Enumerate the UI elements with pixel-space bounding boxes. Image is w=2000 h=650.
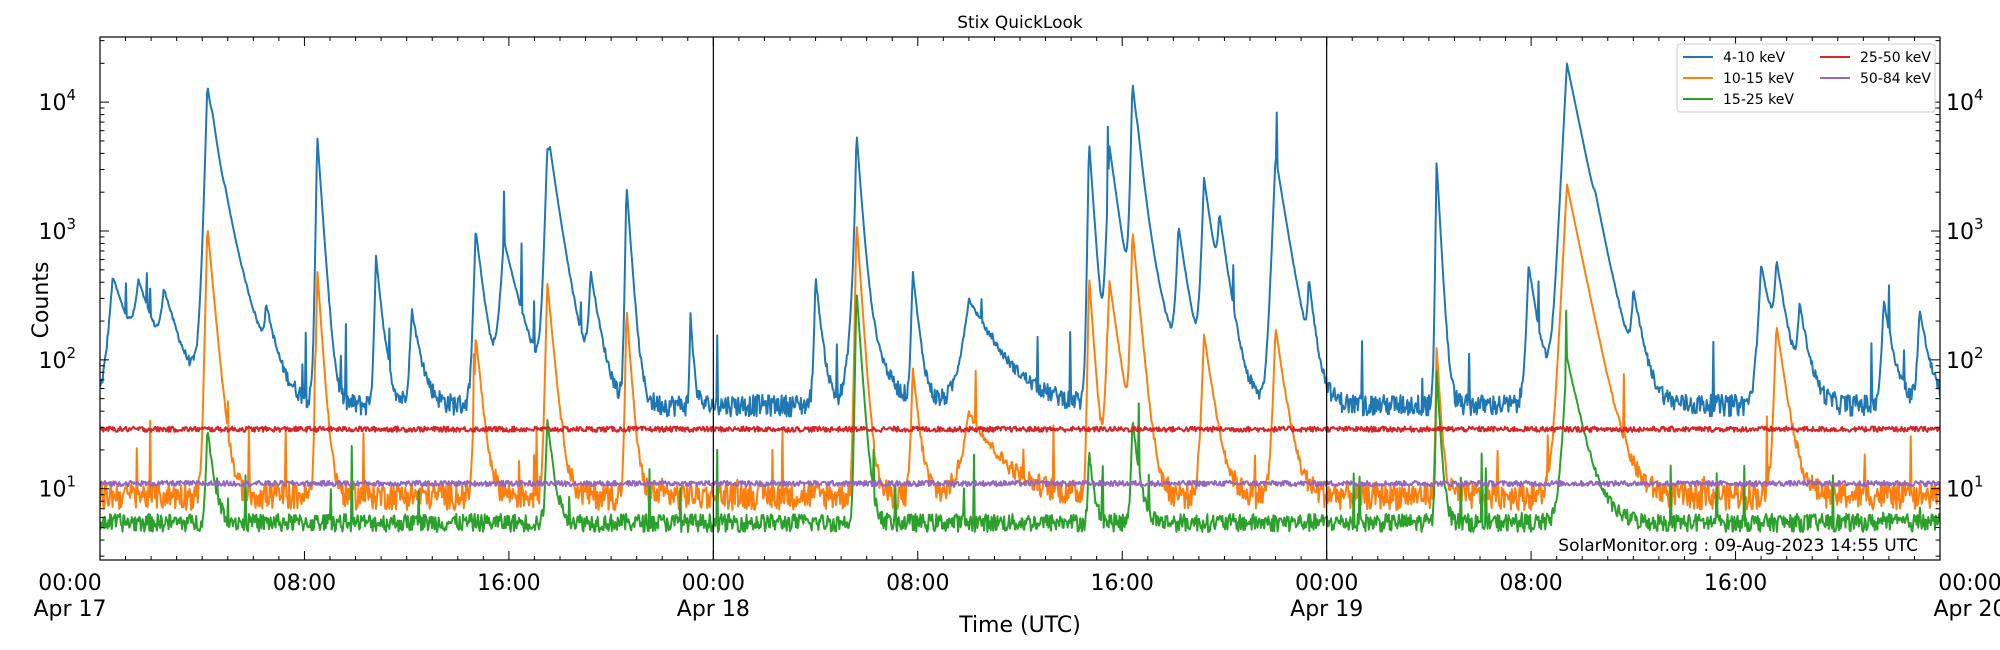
y-tick-label-left: 102 [38, 344, 76, 374]
x-tick-label: 08:00 [886, 571, 949, 596]
x-tick-label: 00:00 [682, 571, 745, 596]
chart-title: Stix QuickLook [957, 13, 1083, 33]
legend-label: 4-10 keV [1723, 50, 1785, 66]
plot-area [99, 36, 1941, 561]
credit-text: SolarMonitor.org : 09-Aug-2023 14:55 UTC [1558, 536, 1918, 556]
x-tick-label: 08:00 [1499, 571, 1562, 596]
series-line-10-15-kev [100, 183, 1940, 511]
y-axis-label: Counts [29, 262, 54, 339]
x-tick-date-label: Apr 19 [1290, 597, 1363, 622]
legend-label: 50-84 keV [1860, 71, 1931, 87]
x-tick-label: 00:00 [1295, 571, 1358, 596]
x-tick-label: 16:00 [1704, 571, 1767, 596]
series-line-50-84-kev [100, 479, 1940, 488]
series-line-25-50-kev [100, 425, 1940, 433]
x-tick-date-label: Apr 20 [1933, 597, 2000, 622]
y-axis-ticks: 101 101 102 102 103 103 104 104 [38, 40, 1984, 557]
y-tick-label-right: 104 [1946, 86, 1984, 116]
x-tick-date-label: Apr 17 [33, 597, 106, 622]
x-tick-label: 16:00 [1091, 571, 1154, 596]
x-tick-label: 08:00 [273, 571, 336, 596]
day-boundary-lines [712, 37, 1328, 560]
legend-box [1676, 43, 1936, 113]
x-tick-label: 00:00 [38, 571, 101, 596]
x-axis-label: Time (UTC) [958, 613, 1081, 638]
x-tick-date-label: Apr 18 [677, 597, 750, 622]
y-tick-label-left: 101 [38, 473, 76, 503]
legend-label: 10-15 keV [1723, 71, 1794, 87]
x-tick-label: 16:00 [477, 571, 540, 596]
y-tick-label-right: 101 [1946, 473, 1984, 503]
x-tick-label: 00:00 [1938, 571, 2000, 596]
series-line-4-10-kev [100, 62, 1940, 418]
legend-label: 25-50 keV [1860, 50, 1931, 66]
y-tick-label-right: 102 [1946, 344, 1984, 374]
series-group [100, 62, 1940, 533]
y-tick-label-left: 103 [38, 215, 76, 245]
legend-label: 15-25 keV [1723, 92, 1794, 108]
y-tick-label-right: 103 [1946, 215, 1984, 245]
legend: 4-10 keV 10-15 keV 15-25 keV 25-50 keV 50-84… [1676, 43, 1936, 113]
series-line-15-25-kev [100, 294, 1940, 533]
y-tick-label-left: 104 [38, 86, 76, 116]
